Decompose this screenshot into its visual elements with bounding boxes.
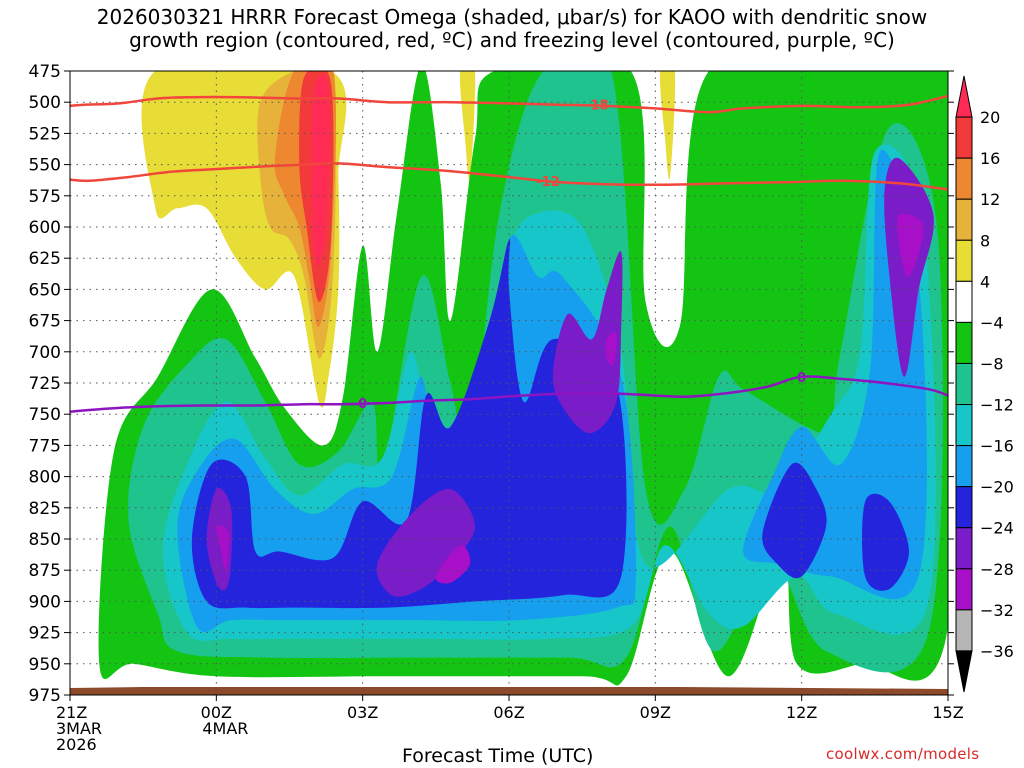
colorbar-swatch-7	[955, 362, 973, 406]
y-tick-label-650: 650	[29, 280, 61, 300]
colorbar-swatch-6	[955, 321, 973, 364]
omega-region-neg20-14	[862, 493, 909, 591]
omega-region-neg20-12	[191, 238, 627, 609]
freezing-level-label-2: 0	[797, 371, 806, 386]
omega-region-neg28-20	[435, 545, 471, 584]
colorbar-swatch-12	[955, 568, 973, 611]
omega-region-neg24-16	[376, 488, 475, 597]
grid-layer	[70, 71, 948, 695]
freezing-level-label: 0	[358, 397, 367, 412]
colorbar-label-neg12: −12	[980, 396, 1014, 415]
y-tick-label-825: 825	[29, 499, 61, 519]
x-tick-label-0-1: 3MAR	[56, 719, 102, 738]
snow-dgz-lower-line	[70, 162, 948, 191]
x-tick-label-6-0: 03Z	[347, 703, 378, 722]
colorbar-label-8: 8	[980, 231, 990, 250]
colorbar-swatch-4	[955, 239, 973, 282]
credit-text: coolwx.com/models	[826, 745, 980, 763]
colorbar-label-neg8: −8	[980, 354, 1004, 373]
ground-shading	[70, 687, 948, 695]
omega-region-neg24-17	[552, 251, 623, 434]
y-tick-label-700: 700	[29, 343, 61, 363]
y-tick-label-950: 950	[29, 655, 61, 675]
colorbar-label-neg20: −20	[980, 478, 1014, 497]
y-tick-label-850: 850	[29, 530, 61, 550]
snow-dgz-upper-label: -18	[585, 99, 609, 114]
y-tick-label-800: 800	[29, 468, 61, 488]
omega-region-4-6	[659, 71, 676, 180]
colorbar-label-neg36: −36	[980, 642, 1014, 661]
x-tick-label-3-0: 00Z	[201, 703, 232, 722]
omega-region-4-5	[459, 71, 476, 180]
y-tick-label-900: 900	[29, 592, 61, 612]
colorbar-swatch-9	[955, 445, 973, 488]
y-tick-label-625: 625	[29, 249, 61, 269]
y-tick-label-500: 500	[29, 93, 61, 113]
colorbar-label-neg16: −16	[980, 437, 1014, 456]
chart-title-line2: growth region (contoured, red, ºC) and f…	[129, 28, 895, 52]
colorbar-label-20: 20	[980, 108, 1000, 127]
x-axis-label: Forecast Time (UTC)	[402, 745, 594, 767]
x-tick-label-0-2: 2026	[56, 735, 97, 754]
x-tick-label-15-0: 12Z	[786, 703, 817, 722]
colorbar-label-neg24: −24	[980, 519, 1014, 538]
y-tick-label-575: 575	[29, 187, 61, 207]
colorbar-label-neg4: −4	[980, 313, 1004, 332]
colorbar-swatch-13	[955, 609, 973, 652]
y-tick-label-925: 925	[29, 624, 61, 644]
omega-region-neg20-13	[762, 462, 827, 579]
x-tick-label-18-0: 15Z	[932, 703, 963, 722]
omega-region-neg28-21	[605, 331, 617, 366]
chart-title-line1: 2026030321 HRRR Forecast Omega (shaded, …	[96, 5, 928, 29]
colorbar-swatch-top-arrow	[955, 75, 973, 118]
y-axis: 475 500 525 550 575 600 625 650 675 700 725 750 775 8…	[29, 62, 954, 706]
y-tick-label-750: 750	[29, 405, 61, 425]
colorbar-swatch-3	[955, 198, 973, 241]
x-tick-label-12-0: 09Z	[640, 703, 671, 722]
omega-region-20-4	[311, 74, 330, 266]
chart-title: 2026030321 HRRR Forecast Omega (shaded, …	[0, 6, 1024, 52]
colorbar-swatch-1	[955, 116, 973, 159]
x-tick-label-0-0: 21Z	[56, 703, 87, 722]
colorbar: 20 16 12 8 4 −4 −8 −12 −16 −20 −24 −28 −32 −36	[955, 75, 1014, 693]
colorbar-swatch-5	[955, 280, 973, 323]
omega-region-neg28-19	[216, 525, 230, 571]
y-tick-label-875: 875	[29, 561, 61, 581]
y-tick-label-975: 975	[29, 686, 61, 706]
colorbar-label-4: 4	[980, 272, 990, 291]
omega-shading-layer	[98, 71, 948, 686]
contour-layer: -18 -12 0 0	[70, 94, 948, 413]
colorbar-swatch-11	[955, 527, 973, 570]
ground-layer	[70, 687, 948, 695]
colorbar-label-16: 16	[980, 149, 1000, 168]
y-tick-label-725: 725	[29, 374, 61, 394]
y-tick-label-775: 775	[29, 436, 61, 456]
x-tick-label-9-0: 06Z	[493, 703, 524, 722]
colorbar-label-neg32: −32	[980, 601, 1014, 620]
colorbar-label-neg28: −28	[980, 560, 1014, 579]
omega-region-neg28-22	[897, 213, 924, 278]
y-tick-label-525: 525	[29, 124, 61, 144]
x-tick-label-3-1: 4MAR	[202, 719, 248, 738]
colorbar-swatch-bottom-arrow	[955, 650, 973, 693]
colorbar-swatch-2	[955, 157, 973, 200]
snow-dgz-upper-line	[70, 94, 948, 114]
freezing-level-line	[70, 375, 948, 413]
snow-dgz-lower-label: -12	[536, 175, 560, 190]
y-tick-label-550: 550	[29, 156, 61, 176]
y-tick-label-600: 600	[29, 218, 61, 238]
y-tick-label-475: 475	[29, 62, 61, 82]
colorbar-swatch-10	[955, 486, 973, 529]
colorbar-label-12: 12	[980, 190, 1000, 209]
colorbar-swatch-8	[955, 404, 973, 447]
y-tick-label-675: 675	[29, 312, 61, 332]
